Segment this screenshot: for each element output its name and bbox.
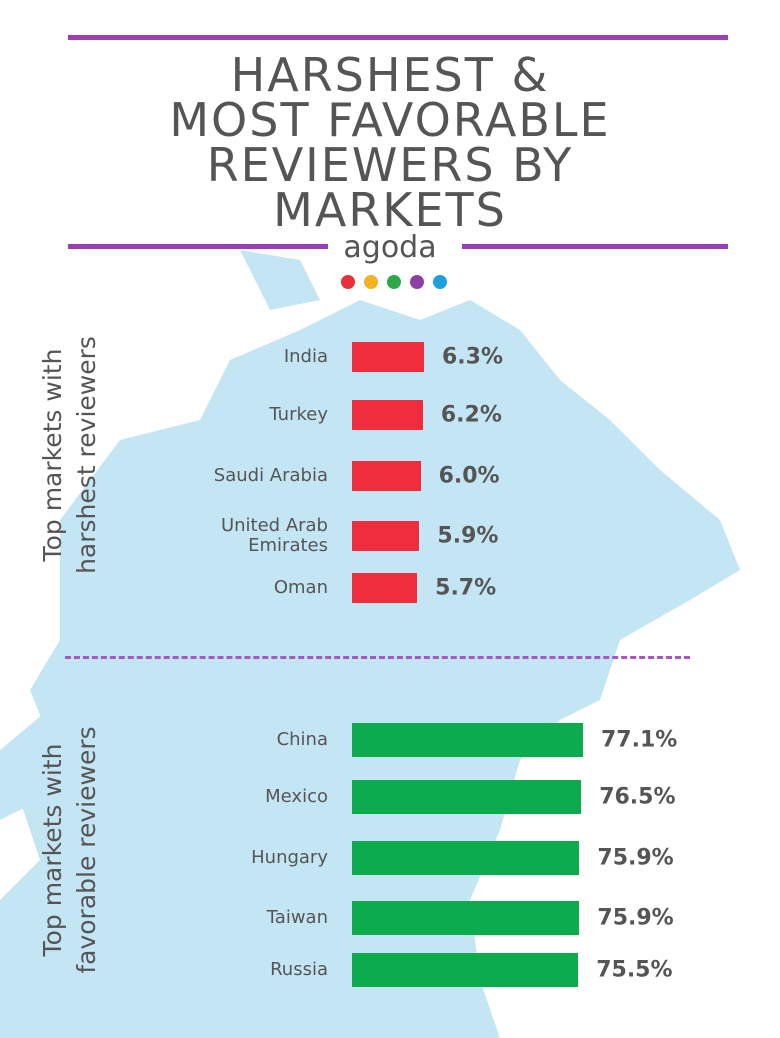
brand-dots <box>341 275 447 289</box>
category-label: Saudi Arabia <box>213 465 328 486</box>
category-label: Hungary <box>251 847 328 868</box>
bar <box>352 953 579 987</box>
side-label: Top markets with harshest reviewers <box>38 336 101 574</box>
category-label: Turkey <box>269 404 328 425</box>
title-line: HARSHEST & <box>230 48 550 102</box>
value-label: 6.0% <box>438 463 500 489</box>
category-label: Russia <box>270 959 328 980</box>
value-label: 6.2% <box>440 402 502 428</box>
bar <box>352 723 583 757</box>
value-label: 76.5% <box>599 784 676 810</box>
bar <box>352 901 580 935</box>
bar <box>352 841 580 875</box>
bar <box>352 400 423 430</box>
rule-left <box>68 244 328 249</box>
bar <box>352 780 582 814</box>
bar <box>352 521 420 551</box>
value-label: 75.9% <box>597 845 674 871</box>
title-line: REVIEWERS BY <box>206 138 574 192</box>
category-label: Taiwan <box>266 907 328 928</box>
value-label: 6.3% <box>442 344 504 370</box>
value-label: 77.1% <box>601 727 678 753</box>
rule-right <box>462 244 728 249</box>
title-line: MOST FAVORABLE <box>169 93 611 147</box>
value-label: 5.9% <box>437 523 499 549</box>
category-label: India <box>283 346 328 367</box>
bar <box>352 461 421 491</box>
value-label: 75.5% <box>596 957 673 983</box>
category-label: Oman <box>273 577 328 598</box>
bar <box>352 342 424 372</box>
category-label: United Arab Emirates <box>220 515 328 556</box>
category-label: China <box>276 729 328 750</box>
title-line: MARKETS <box>273 183 507 237</box>
brand: agoda <box>343 230 437 265</box>
divider <box>65 656 690 659</box>
value-label: 5.7% <box>435 575 497 601</box>
value-label: 75.9% <box>597 905 674 931</box>
bar <box>352 573 418 603</box>
category-label: Mexico <box>265 786 328 807</box>
side-label: Top markets with favorable reviewers <box>38 726 101 974</box>
top-rule <box>68 35 728 40</box>
